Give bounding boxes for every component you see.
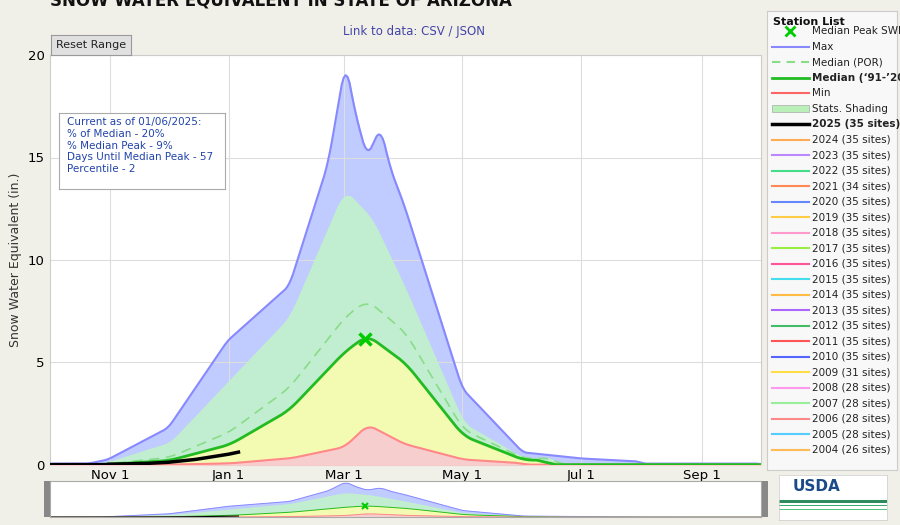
Text: 2011 (35 sites): 2011 (35 sites)	[813, 336, 891, 346]
Text: 2024 (35 sites): 2024 (35 sites)	[813, 135, 891, 145]
Text: 2008 (28 sites): 2008 (28 sites)	[813, 383, 891, 393]
Text: 2023 (35 sites): 2023 (35 sites)	[813, 150, 891, 160]
Text: 2014 (35 sites): 2014 (35 sites)	[813, 290, 891, 300]
Text: 2007 (28 sites): 2007 (28 sites)	[813, 398, 891, 408]
Text: 2019 (35 sites): 2019 (35 sites)	[813, 212, 891, 222]
Text: SNOW WATER EQUIVALENT IN STATE OF ARIZONA: SNOW WATER EQUIVALENT IN STATE OF ARIZON…	[50, 0, 511, 9]
Text: Max: Max	[813, 41, 833, 51]
Text: 2020 (35 sites): 2020 (35 sites)	[813, 197, 891, 207]
Text: Reset Range: Reset Range	[56, 40, 126, 50]
Bar	[760, 481, 769, 517]
FancyBboxPatch shape	[778, 505, 886, 506]
Text: Current as of 01/06/2025:
% of Median - 20%
% Median Peak - 9%
Days Until Median: Current as of 01/06/2025: % of Median - …	[67, 118, 213, 174]
Text: Stats. Shading: Stats. Shading	[813, 104, 888, 114]
Text: 2022 (35 sites): 2022 (35 sites)	[813, 166, 891, 176]
Text: 2017 (35 sites): 2017 (35 sites)	[813, 243, 891, 253]
Text: 2012 (35 sites): 2012 (35 sites)	[813, 321, 891, 331]
Text: 2015 (35 sites): 2015 (35 sites)	[813, 274, 891, 284]
FancyBboxPatch shape	[778, 500, 886, 503]
Text: 2021 (34 sites): 2021 (34 sites)	[813, 181, 891, 191]
Text: USDA: USDA	[792, 479, 841, 494]
Text: Median Peak SWE: Median Peak SWE	[813, 26, 900, 36]
Bar	[772, 105, 808, 112]
Text: 2013 (35 sites): 2013 (35 sites)	[813, 305, 891, 315]
Text: 2016 (35 sites): 2016 (35 sites)	[813, 259, 891, 269]
Text: 2005 (28 sites): 2005 (28 sites)	[813, 429, 891, 439]
Text: Median (POR): Median (POR)	[813, 57, 883, 67]
Text: 2018 (35 sites): 2018 (35 sites)	[813, 228, 891, 238]
Text: 2010 (35 sites): 2010 (35 sites)	[813, 352, 891, 362]
Text: 2009 (31 sites): 2009 (31 sites)	[813, 368, 891, 377]
Text: 2025 (35 sites): 2025 (35 sites)	[813, 119, 900, 129]
Text: 2006 (28 sites): 2006 (28 sites)	[813, 414, 891, 424]
Y-axis label: Snow Water Equivalent (in.): Snow Water Equivalent (in.)	[9, 173, 22, 347]
FancyBboxPatch shape	[778, 509, 886, 510]
Text: 2004 (26 sites): 2004 (26 sites)	[813, 445, 891, 455]
Bar	[44, 481, 51, 517]
Text: Link to data: CSV / JSON: Link to data: CSV / JSON	[343, 25, 485, 38]
Text: Station List: Station List	[773, 17, 845, 27]
Text: Median (‘91-’20): Median (‘91-’20)	[813, 72, 900, 82]
Text: Min: Min	[813, 88, 831, 98]
